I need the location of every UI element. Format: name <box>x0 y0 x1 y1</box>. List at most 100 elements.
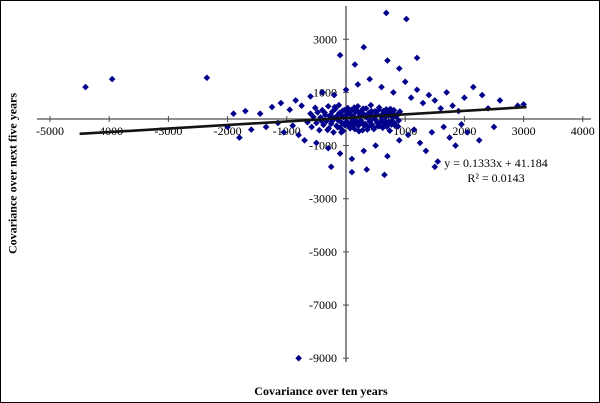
scatter-point <box>311 104 319 112</box>
scatter-point <box>395 117 402 124</box>
scatter-point <box>378 83 385 91</box>
scatter-point <box>295 131 302 139</box>
scatter-point <box>236 134 243 141</box>
scatter-point <box>242 107 249 115</box>
trendline-r-squared: R² = 0.0143 <box>467 171 525 185</box>
scatter-point <box>353 107 361 115</box>
scatter-point <box>359 105 367 112</box>
scatter-point <box>330 128 337 136</box>
scatter-point <box>349 121 357 129</box>
scatter-point <box>461 94 468 102</box>
scatter-point <box>203 74 211 82</box>
scatter-point <box>292 97 299 104</box>
scatter-point <box>443 89 450 96</box>
scatter-point <box>364 126 371 133</box>
scatter-point <box>410 126 418 133</box>
scatter-point <box>396 108 404 115</box>
y-tick-label: -1000 <box>309 139 337 153</box>
scatter-point <box>324 102 332 110</box>
scatter-point <box>440 123 447 131</box>
scatter-point <box>331 103 339 111</box>
scatter-point <box>431 97 439 104</box>
scatter-point <box>452 142 459 149</box>
scatter-point <box>363 166 371 173</box>
scatter-point <box>295 354 302 362</box>
scatter-point <box>108 75 116 83</box>
scatter-point <box>413 54 421 62</box>
scatter-point <box>383 123 391 131</box>
scatter-point <box>289 122 297 129</box>
scatter-point <box>464 128 471 136</box>
scatter-point <box>496 97 504 104</box>
scatter-point <box>342 86 350 94</box>
scatter-point <box>395 136 403 144</box>
scatter-point <box>360 43 368 51</box>
scatter-point <box>268 103 276 111</box>
scatter-point <box>361 122 368 129</box>
scatter-point <box>330 91 338 99</box>
scatter-point <box>407 94 415 102</box>
scatter-point <box>372 109 380 116</box>
scatter-point <box>327 163 335 171</box>
scatter-point <box>478 91 486 99</box>
x-axis-title: Covariance over ten years <box>254 384 388 398</box>
scatter-point <box>381 171 388 179</box>
scatter-point <box>375 106 382 114</box>
scatter-point <box>337 128 345 136</box>
scatter-point <box>280 128 288 136</box>
scatter-point <box>431 163 439 171</box>
scatter-point <box>336 51 344 59</box>
scatter-point <box>384 57 391 64</box>
trendline-line <box>79 105 527 136</box>
y-tick-label: -7000 <box>309 298 337 312</box>
scatter-point <box>321 109 328 116</box>
y-tick-label: -5000 <box>309 245 337 259</box>
scatter-point <box>348 155 356 163</box>
scatter-point <box>404 131 412 139</box>
scatter-point <box>324 126 331 134</box>
scatter-point <box>313 119 320 127</box>
y-tick-label: -9000 <box>309 351 337 365</box>
scatter-point <box>336 150 344 157</box>
scatter-point <box>416 139 424 147</box>
scatter-point <box>82 83 89 91</box>
scatter-point <box>230 110 237 117</box>
tick-labels: -5000-4000-3000-2000-1000100020003000400… <box>36 32 595 365</box>
scatter-point <box>308 123 315 131</box>
scatter-point <box>387 105 394 113</box>
scatter-point <box>356 110 364 117</box>
scatter-point <box>247 126 255 133</box>
scatter-point <box>413 86 421 94</box>
trendline <box>79 105 527 136</box>
scatter-point <box>469 83 477 91</box>
scatter-point <box>376 122 384 130</box>
x-tick-label: 2000 <box>452 124 476 138</box>
scatter-point <box>343 120 351 127</box>
scatter-point <box>382 9 390 17</box>
scatter-point <box>262 123 270 131</box>
y-tick-label: 3000 <box>313 32 337 46</box>
trendline-equation: y = 0.1333x + 41.184 <box>444 156 548 170</box>
scatter-point <box>355 127 363 135</box>
scatter-point <box>422 147 430 155</box>
scatter-point <box>367 101 375 109</box>
scatter-point <box>490 123 498 131</box>
scatter-point <box>419 99 427 107</box>
scatter-point <box>437 105 445 112</box>
scatter-point <box>348 168 356 176</box>
scatter-point <box>352 117 360 125</box>
scatter-point <box>286 106 294 113</box>
x-tick-label: -3000 <box>154 124 182 138</box>
trendline-annotation: y = 0.1333x + 41.184 R² = 0.0143 <box>426 156 566 186</box>
scatter-point <box>319 89 326 96</box>
scatter-point <box>350 104 358 111</box>
scatter-point <box>369 124 377 132</box>
scatter-point <box>313 139 320 147</box>
scatter-point <box>366 75 373 83</box>
scatter-point <box>425 91 433 99</box>
scatter-point <box>368 107 375 115</box>
scatter-point <box>338 119 346 127</box>
scatter-point <box>316 126 323 134</box>
